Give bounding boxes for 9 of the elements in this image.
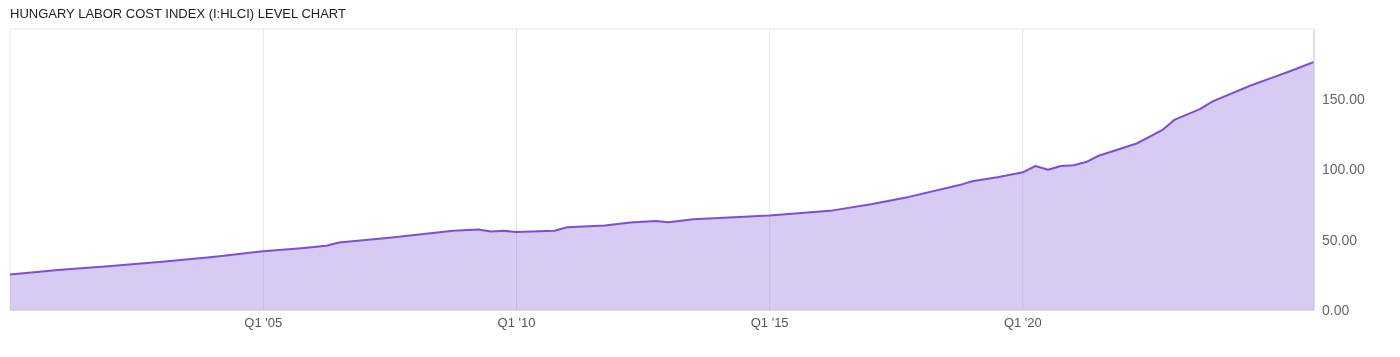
x-tick-label: Q1 '05 (244, 315, 283, 331)
chart-title: HUNGARY LABOR COST INDEX (I:HLCI) LEVEL CHART (9, 5, 347, 23)
x-tick-label: Q1 '15 (750, 315, 789, 331)
y-tick-label: 150.00 (1322, 91, 1366, 108)
y-tick-label: 100.00 (1322, 161, 1366, 178)
y-tick-label: 0.00 (1322, 301, 1350, 318)
x-tick-label: Q1 '20 (1003, 315, 1042, 331)
x-tick-label: Q1 '10 (497, 315, 536, 331)
y-tick-label: 50.00 (1322, 231, 1358, 248)
